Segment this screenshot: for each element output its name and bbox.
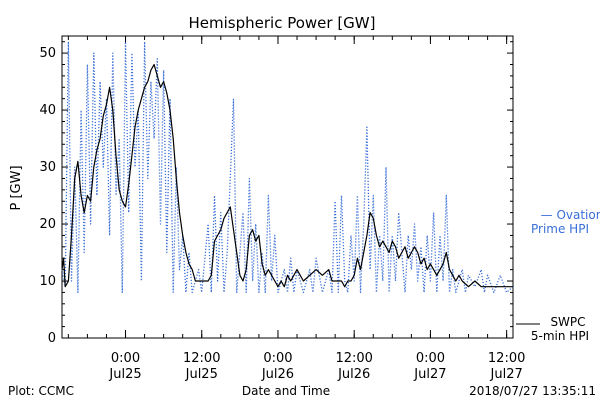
x-axis-label: Date and Time — [242, 384, 330, 398]
y-tick-label: 30 — [39, 160, 56, 175]
legend-swpc: SWPC 5-min HPI — [516, 315, 589, 343]
x-tick-label-time: 12:00 — [335, 351, 372, 366]
y-tick-label: 20 — [39, 217, 56, 232]
x-tick-label-time: 12:00 — [488, 351, 525, 366]
legend-ovation: — Ovation Prime HPI — [531, 208, 600, 236]
plot-timestamp: 2018/07/27 13:35:11 — [469, 384, 596, 398]
y-tick-label: 50 — [39, 46, 56, 61]
y-tick-label: 0 — [48, 331, 56, 346]
x-tick-label-date: Jul27 — [413, 367, 446, 382]
x-axis: 0:00Jul2512:00Jul250:00Jul2612:00Jul260:… — [67, 36, 525, 382]
plot-credit: Plot: CCMC — [8, 384, 74, 398]
x-tick-label-date: Jul25 — [185, 367, 218, 382]
x-tick-label-time: 12:00 — [183, 351, 220, 366]
legend-ovation-line2: Prime HPI — [531, 222, 589, 236]
legend-swpc-line2: 5-min HPI — [531, 329, 589, 343]
series-layer — [61, 41, 514, 294]
plot-frame — [61, 35, 514, 339]
y-axis-label: P [GW] — [9, 165, 24, 210]
x-tick-label-date: Jul26 — [261, 367, 294, 382]
x-tick-label-date: Jul25 — [108, 367, 141, 382]
x-tick-label-date: Jul27 — [490, 367, 523, 382]
x-tick-label-date: Jul26 — [337, 367, 370, 382]
y-tick-label: 40 — [39, 103, 56, 118]
series-ovation-prime-hpi — [61, 41, 514, 294]
chart-title: Hemispheric Power [GW] — [189, 14, 376, 32]
y-axis: 0 10 20 30 40 50 — [39, 41, 513, 346]
legend-ovation-line1: — Ovation — [541, 208, 600, 222]
legend-swpc-line1: SWPC — [550, 315, 585, 329]
y-tick-label: 10 — [39, 274, 56, 289]
series-swpc-5min-hpi — [61, 63, 513, 288]
x-tick-label-time: 0:00 — [111, 351, 140, 366]
x-tick-label-time: 0:00 — [263, 351, 292, 366]
x-tick-label-time: 0:00 — [416, 351, 445, 366]
